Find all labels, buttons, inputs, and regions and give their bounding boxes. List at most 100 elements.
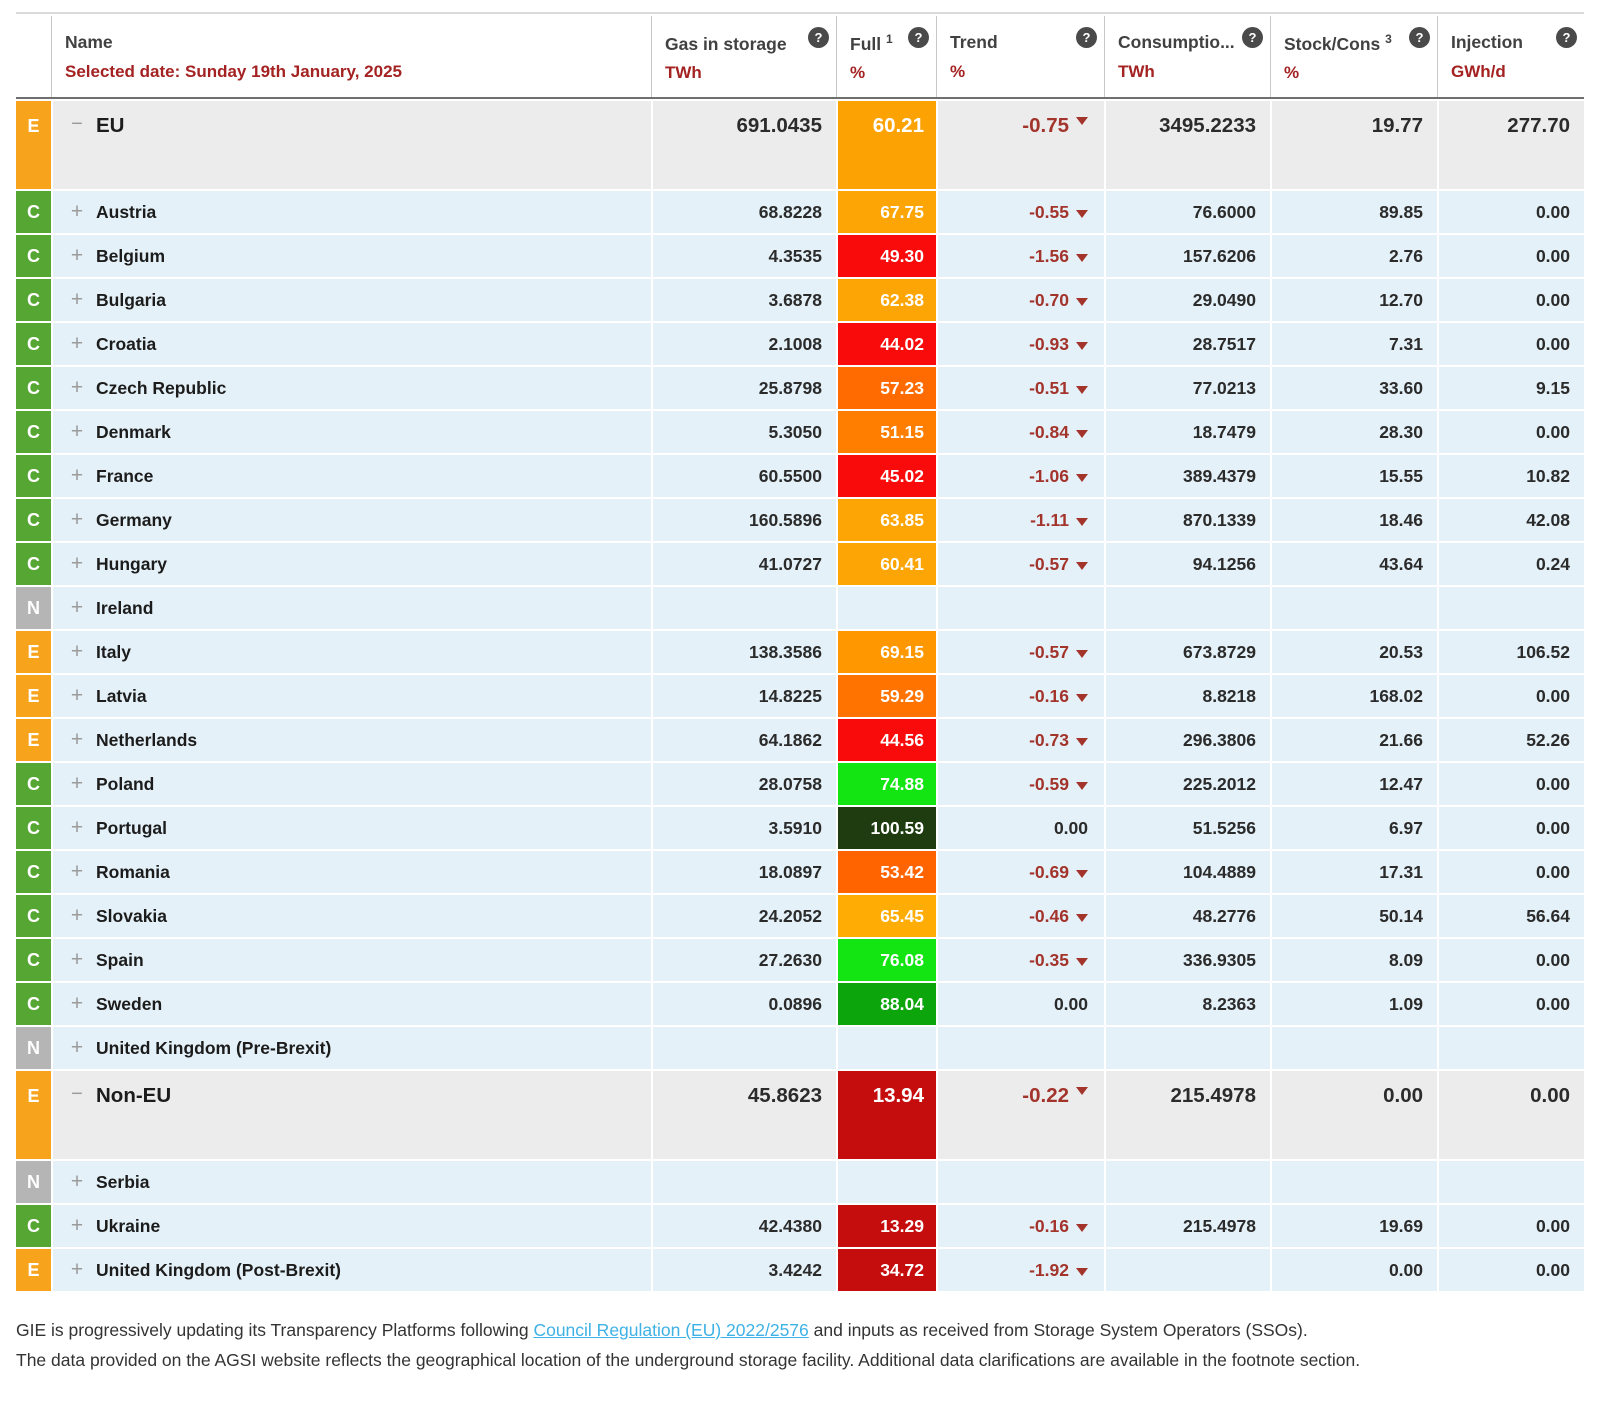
- full-percent-cell: 88.04: [836, 983, 936, 1025]
- stock-cons-value: 7.31: [1270, 323, 1437, 365]
- expand-icon[interactable]: +: [70, 1035, 84, 1059]
- full-percent-cell: 62.38: [836, 279, 936, 321]
- country-name-cell[interactable]: + United Kingdom (Pre-Brexit): [51, 1027, 651, 1069]
- expand-icon[interactable]: +: [70, 859, 84, 883]
- expand-icon[interactable]: +: [70, 419, 84, 443]
- injection-value: 0.00: [1437, 983, 1584, 1025]
- table-header: Name Selected date: Sunday 19th January,…: [16, 16, 1584, 99]
- country-name-cell[interactable]: + France: [51, 455, 651, 497]
- injection-value: [1437, 1027, 1584, 1069]
- trend-value: 0.00: [1053, 993, 1088, 1014]
- expand-icon[interactable]: +: [70, 1169, 84, 1193]
- help-icon[interactable]: ?: [1242, 27, 1263, 48]
- country-name-cell[interactable]: + United Kingdom (Post-Brexit): [51, 1249, 651, 1291]
- country-name-cell[interactable]: + Denmark: [51, 411, 651, 453]
- full-percent-cell: 49.30: [836, 235, 936, 277]
- table-row: C + Ukraine 42.4380 13.29 -0.16 215.4978…: [16, 1205, 1584, 1247]
- full-percent-cell: 57.23: [836, 367, 936, 409]
- country-name-cell[interactable]: + Belgium: [51, 235, 651, 277]
- expand-icon[interactable]: +: [70, 243, 84, 267]
- expand-icon[interactable]: +: [70, 683, 84, 707]
- unit-label: %: [1284, 63, 1300, 83]
- country-name-cell[interactable]: + Germany: [51, 499, 651, 541]
- country-name: Germany: [96, 509, 172, 530]
- full-percent-value: 63.85: [880, 509, 924, 530]
- expand-icon[interactable]: +: [70, 551, 84, 575]
- column-header-injection[interactable]: Injection GWh/d ?: [1437, 16, 1584, 97]
- expand-icon[interactable]: +: [70, 771, 84, 795]
- expand-icon[interactable]: +: [70, 639, 84, 663]
- country-name-cell[interactable]: + Poland: [51, 763, 651, 805]
- expand-icon[interactable]: −: [71, 1083, 83, 1105]
- country-name-cell[interactable]: + Czech Republic: [51, 367, 651, 409]
- column-header-stock-cons[interactable]: Stock/Cons 3 % ?: [1270, 16, 1437, 97]
- country-name-cell[interactable]: + Austria: [51, 191, 651, 233]
- stock-cons-value: 12.47: [1270, 763, 1437, 805]
- country-name-cell[interactable]: + Slovakia: [51, 895, 651, 937]
- expand-icon[interactable]: +: [70, 903, 84, 927]
- column-header-gas-in-storage[interactable]: Gas in storage TWh ?: [651, 16, 836, 97]
- full-percent-cell: 100.59: [836, 807, 936, 849]
- full-percent-value: 44.56: [880, 729, 924, 750]
- country-name-cell[interactable]: + Hungary: [51, 543, 651, 585]
- stock-cons-value: 1.09: [1270, 983, 1437, 1025]
- expand-icon[interactable]: +: [70, 375, 84, 399]
- full-percent-value: 67.75: [880, 201, 924, 222]
- country-name-cell[interactable]: − EU: [51, 101, 651, 189]
- column-header-trend[interactable]: Trend % ?: [936, 16, 1104, 97]
- expand-icon[interactable]: +: [70, 991, 84, 1015]
- country-name-cell[interactable]: + Ukraine: [51, 1205, 651, 1247]
- country-name-cell[interactable]: + Bulgaria: [51, 279, 651, 321]
- footnote-line-1: GIE is progressively updating its Transp…: [16, 1320, 1308, 1340]
- expand-icon[interactable]: −: [71, 113, 83, 135]
- trend-value: -1.06: [1029, 465, 1069, 486]
- country-name-cell[interactable]: + Latvia: [51, 675, 651, 717]
- country-name-cell[interactable]: + Italy: [51, 631, 651, 673]
- column-header-full[interactable]: Full 1 % ?: [836, 16, 936, 97]
- expand-icon[interactable]: +: [70, 1257, 84, 1281]
- country-name: Spain: [96, 949, 144, 970]
- column-header-name[interactable]: Name Selected date: Sunday 19th January,…: [51, 16, 651, 97]
- trend-cell: -0.69: [936, 851, 1104, 893]
- country-name-cell[interactable]: + Romania: [51, 851, 651, 893]
- consumption-value: 18.7479: [1104, 411, 1270, 453]
- country-name-cell[interactable]: + Ireland: [51, 587, 651, 629]
- country-name-cell[interactable]: + Croatia: [51, 323, 651, 365]
- expand-icon[interactable]: +: [70, 463, 84, 487]
- help-icon[interactable]: ?: [908, 27, 929, 48]
- regulation-link[interactable]: Council Regulation (EU) 2022/2576: [533, 1320, 809, 1340]
- consumption-value: 94.1256: [1104, 543, 1270, 585]
- expand-icon[interactable]: +: [70, 1213, 84, 1237]
- injection-value: 56.64: [1437, 895, 1584, 937]
- country-name-cell[interactable]: + Netherlands: [51, 719, 651, 761]
- trend-down-icon: [1076, 517, 1088, 526]
- trend-down-icon: [1076, 429, 1088, 438]
- expand-icon[interactable]: +: [70, 331, 84, 355]
- column-header-consumption[interactable]: Consumptio... TWh ?: [1104, 16, 1270, 97]
- country-name-cell[interactable]: + Serbia: [51, 1161, 651, 1203]
- trend-value: 0.00: [1053, 817, 1088, 838]
- expand-icon[interactable]: +: [70, 287, 84, 311]
- table-row: N + United Kingdom (Pre-Brexit): [16, 1027, 1584, 1069]
- trend-down-icon: [1076, 253, 1088, 262]
- injection-value: 0.00: [1437, 807, 1584, 849]
- help-icon[interactable]: ?: [1076, 27, 1097, 48]
- country-name-cell[interactable]: + Portugal: [51, 807, 651, 849]
- trend-cell: -1.56: [936, 235, 1104, 277]
- help-icon[interactable]: ?: [808, 27, 829, 48]
- expand-icon[interactable]: +: [70, 947, 84, 971]
- expand-icon[interactable]: +: [70, 727, 84, 751]
- expand-icon[interactable]: +: [70, 199, 84, 223]
- trend-cell: -0.51: [936, 367, 1104, 409]
- trend-down-icon: [1076, 209, 1088, 218]
- country-name-cell[interactable]: + Sweden: [51, 983, 651, 1025]
- country-name-cell[interactable]: − Non-EU: [51, 1071, 651, 1159]
- country-name: Portugal: [96, 817, 167, 838]
- help-icon[interactable]: ?: [1556, 27, 1577, 48]
- expand-icon[interactable]: +: [70, 507, 84, 531]
- help-icon[interactable]: ?: [1409, 27, 1430, 48]
- expand-icon[interactable]: +: [70, 815, 84, 839]
- country-name-cell[interactable]: + Spain: [51, 939, 651, 981]
- expand-icon[interactable]: +: [70, 595, 84, 619]
- full-percent-cell: 67.75: [836, 191, 936, 233]
